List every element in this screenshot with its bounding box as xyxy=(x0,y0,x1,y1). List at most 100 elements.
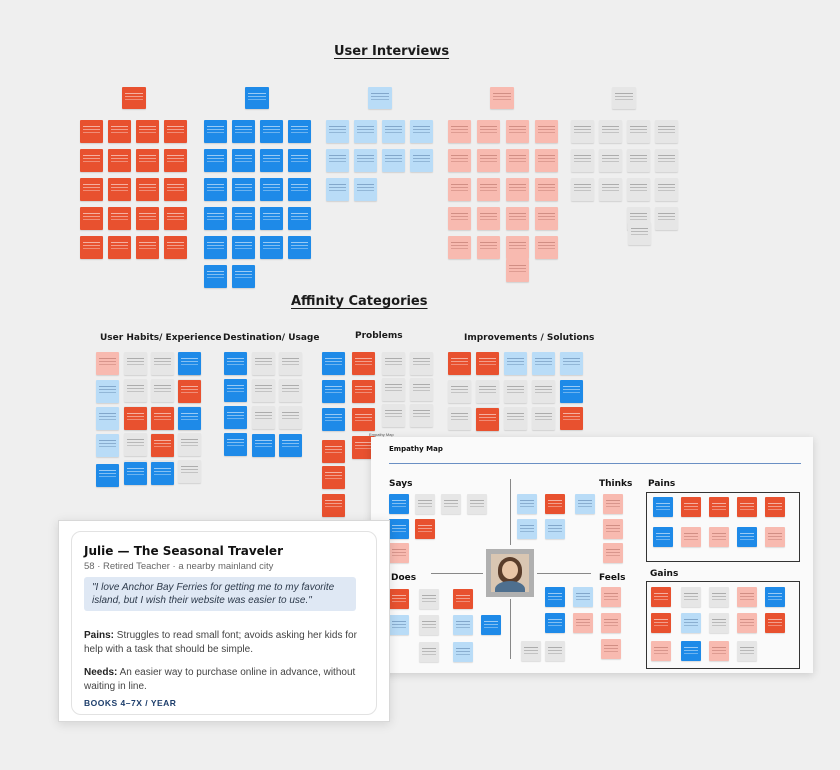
sticky-note[interactable] xyxy=(709,641,729,661)
sticky-note[interactable] xyxy=(178,380,201,403)
sticky-note[interactable] xyxy=(164,149,187,172)
sticky-note[interactable] xyxy=(224,379,247,402)
sticky-note[interactable] xyxy=(252,434,275,457)
sticky-note[interactable] xyxy=(108,120,131,143)
sticky-note[interactable] xyxy=(108,178,131,201)
sticky-note[interactable] xyxy=(737,613,757,633)
sticky-note[interactable] xyxy=(232,120,255,143)
sticky-note[interactable] xyxy=(603,519,623,539)
sticky-note[interactable] xyxy=(506,120,529,143)
sticky-note[interactable] xyxy=(232,149,255,172)
sticky-note[interactable] xyxy=(655,149,678,172)
sticky-note[interactable] xyxy=(260,149,283,172)
sticky-note[interactable] xyxy=(419,615,439,635)
sticky-note[interactable] xyxy=(476,352,499,375)
sticky-note[interactable] xyxy=(178,352,201,375)
sticky-note[interactable] xyxy=(151,434,174,457)
sticky-note[interactable] xyxy=(224,433,247,456)
sticky-note[interactable] xyxy=(252,352,275,375)
sticky-note[interactable] xyxy=(765,587,785,607)
sticky-note[interactable] xyxy=(279,379,302,402)
sticky-note[interactable] xyxy=(322,494,345,517)
sticky-note[interactable] xyxy=(765,527,785,547)
sticky-note[interactable] xyxy=(535,178,558,201)
sticky-note[interactable] xyxy=(709,613,729,633)
sticky-note[interactable] xyxy=(352,408,375,431)
sticky-note[interactable] xyxy=(382,149,405,172)
sticky-note[interactable] xyxy=(504,352,527,375)
interview-group-header-note[interactable] xyxy=(368,87,392,109)
sticky-note[interactable] xyxy=(517,519,537,539)
sticky-note[interactable] xyxy=(354,149,377,172)
sticky-note[interactable] xyxy=(532,407,555,430)
sticky-note[interactable] xyxy=(136,149,159,172)
sticky-note[interactable] xyxy=(96,407,119,430)
sticky-note[interactable] xyxy=(260,120,283,143)
sticky-note[interactable] xyxy=(506,178,529,201)
sticky-note[interactable] xyxy=(354,120,377,143)
sticky-note[interactable] xyxy=(204,149,227,172)
sticky-note[interactable] xyxy=(571,120,594,143)
sticky-note[interactable] xyxy=(535,207,558,230)
sticky-note[interactable] xyxy=(178,407,201,430)
sticky-note[interactable] xyxy=(535,236,558,259)
sticky-note[interactable] xyxy=(709,587,729,607)
sticky-note[interactable] xyxy=(571,149,594,172)
sticky-note[interactable] xyxy=(389,543,409,563)
sticky-note[interactable] xyxy=(573,613,593,633)
sticky-note[interactable] xyxy=(681,613,701,633)
sticky-note[interactable] xyxy=(252,406,275,429)
sticky-note[interactable] xyxy=(136,236,159,259)
sticky-note[interactable] xyxy=(504,380,527,403)
sticky-note[interactable] xyxy=(322,380,345,403)
sticky-note[interactable] xyxy=(232,178,255,201)
sticky-note[interactable] xyxy=(453,589,473,609)
sticky-note[interactable] xyxy=(506,259,529,282)
sticky-note[interactable] xyxy=(506,149,529,172)
sticky-note[interactable] xyxy=(737,641,757,661)
sticky-note[interactable] xyxy=(232,207,255,230)
sticky-note[interactable] xyxy=(260,207,283,230)
sticky-note[interactable] xyxy=(627,149,650,172)
sticky-note[interactable] xyxy=(545,494,565,514)
sticky-note[interactable] xyxy=(476,380,499,403)
sticky-note[interactable] xyxy=(415,494,435,514)
sticky-note[interactable] xyxy=(560,407,583,430)
sticky-note[interactable] xyxy=(535,120,558,143)
sticky-note[interactable] xyxy=(288,178,311,201)
sticky-note[interactable] xyxy=(560,352,583,375)
sticky-note[interactable] xyxy=(481,615,501,635)
sticky-note[interactable] xyxy=(410,149,433,172)
sticky-note[interactable] xyxy=(655,207,678,230)
sticky-note[interactable] xyxy=(448,149,471,172)
sticky-note[interactable] xyxy=(288,236,311,259)
sticky-note[interactable] xyxy=(164,178,187,201)
sticky-note[interactable] xyxy=(709,497,729,517)
sticky-note[interactable] xyxy=(415,519,435,539)
sticky-note[interactable] xyxy=(204,236,227,259)
sticky-note[interactable] xyxy=(448,352,471,375)
sticky-note[interactable] xyxy=(410,378,433,401)
sticky-note[interactable] xyxy=(96,352,119,375)
sticky-note[interactable] xyxy=(545,519,565,539)
sticky-note[interactable] xyxy=(164,207,187,230)
sticky-note[interactable] xyxy=(653,527,673,547)
sticky-note[interactable] xyxy=(151,407,174,430)
persona-card[interactable]: Julie — The Seasonal Traveler 58 · Retir… xyxy=(58,520,390,722)
sticky-note[interactable] xyxy=(322,440,345,463)
sticky-note[interactable] xyxy=(136,207,159,230)
sticky-note[interactable] xyxy=(571,178,594,201)
sticky-note[interactable] xyxy=(737,587,757,607)
sticky-note[interactable] xyxy=(601,613,621,633)
sticky-note[interactable] xyxy=(545,587,565,607)
sticky-note[interactable] xyxy=(506,236,529,259)
sticky-note[interactable] xyxy=(382,120,405,143)
sticky-note[interactable] xyxy=(477,207,500,230)
sticky-note[interactable] xyxy=(737,497,757,517)
sticky-note[interactable] xyxy=(178,460,201,483)
sticky-note[interactable] xyxy=(96,380,119,403)
sticky-note[interactable] xyxy=(651,613,671,633)
sticky-note[interactable] xyxy=(204,178,227,201)
sticky-note[interactable] xyxy=(204,207,227,230)
sticky-note[interactable] xyxy=(535,149,558,172)
